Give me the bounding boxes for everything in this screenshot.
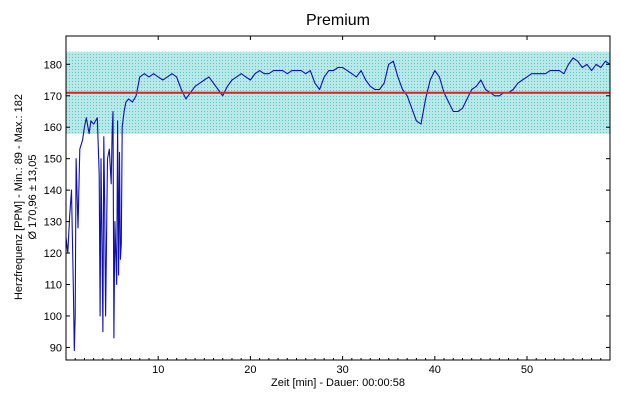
- y-tick-label: 180: [44, 59, 62, 71]
- plot-frame: [65, 35, 611, 361]
- y-tick-label: 110: [44, 280, 62, 292]
- y-tick-label: 130: [44, 217, 62, 229]
- plot-area: 90 100 110 120 130 140 150 160 170 180 10 20 30 40 50: [44, 35, 611, 376]
- y-tick-label: 100: [44, 311, 62, 323]
- x-tick-label: 50: [521, 364, 533, 376]
- heart-rate-line: [65, 57, 611, 352]
- y-tick-label: 160: [44, 122, 62, 134]
- y-axis-label-line1: Herzfrequenz [PPM] - Min.: 89 - Max.: 18…: [13, 94, 25, 300]
- y-tick-label: 170: [44, 91, 62, 103]
- x-tick-label: 30: [336, 364, 348, 376]
- y-tick-label: 120: [44, 248, 62, 260]
- y-tick-label: 150: [44, 154, 62, 166]
- chart-title: Premium: [306, 12, 370, 29]
- x-axis-label: Zeit [min] - Dauer: 00:00:58: [271, 377, 405, 389]
- x-tick-label: 20: [244, 364, 256, 376]
- y-tick-label: 90: [50, 342, 62, 354]
- x-tick-label: 40: [429, 364, 441, 376]
- x-tick-label: 10: [152, 364, 164, 376]
- y-axis-label-line2: Ø 170,96 ± 13,05: [27, 155, 39, 240]
- y-tick-label: 140: [44, 185, 62, 197]
